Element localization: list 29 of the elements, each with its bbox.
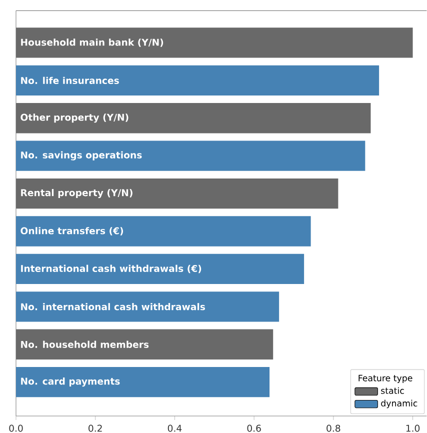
bar <box>16 254 304 284</box>
y-tick-label: No. household members <box>21 340 149 348</box>
bar <box>16 292 280 322</box>
y-tick-label: No. savings operations <box>21 151 142 160</box>
bar <box>16 28 413 58</box>
y-tick-label: International cash withdrawals (€) <box>21 264 202 274</box>
bar <box>16 65 380 96</box>
bar <box>16 329 274 360</box>
bar <box>16 216 311 246</box>
y-tick-label: No. life insurances <box>21 76 119 84</box>
y-tick-label: Rental property (Y/N) <box>21 188 132 198</box>
y-tick-label: Online transfers (€) <box>20 227 124 236</box>
x-tick-label: 0.4 <box>168 424 182 432</box>
y-tick-label: Other property (Y/N) <box>20 114 128 123</box>
bar <box>16 140 366 171</box>
legend-label: dynamic <box>381 400 418 408</box>
x-tick-label: 1.0 <box>406 424 420 432</box>
x-tick-label: 0.2 <box>88 424 102 432</box>
x-tick-label: 0.8 <box>326 424 340 432</box>
legend-label: static <box>381 387 404 394</box>
x-tick-label: 0.0 <box>9 424 23 432</box>
legend-title: Feature type <box>358 374 412 384</box>
bar <box>16 103 371 134</box>
bar <box>16 366 270 398</box>
x-tick-label: 0.6 <box>247 424 261 432</box>
y-tick-label: Household main bank (Y/N) <box>21 38 164 47</box>
y-tick-label: No. card payments <box>21 378 120 387</box>
bar <box>16 178 338 209</box>
y-tick-label: No. international cash withdrawals <box>21 303 206 310</box>
